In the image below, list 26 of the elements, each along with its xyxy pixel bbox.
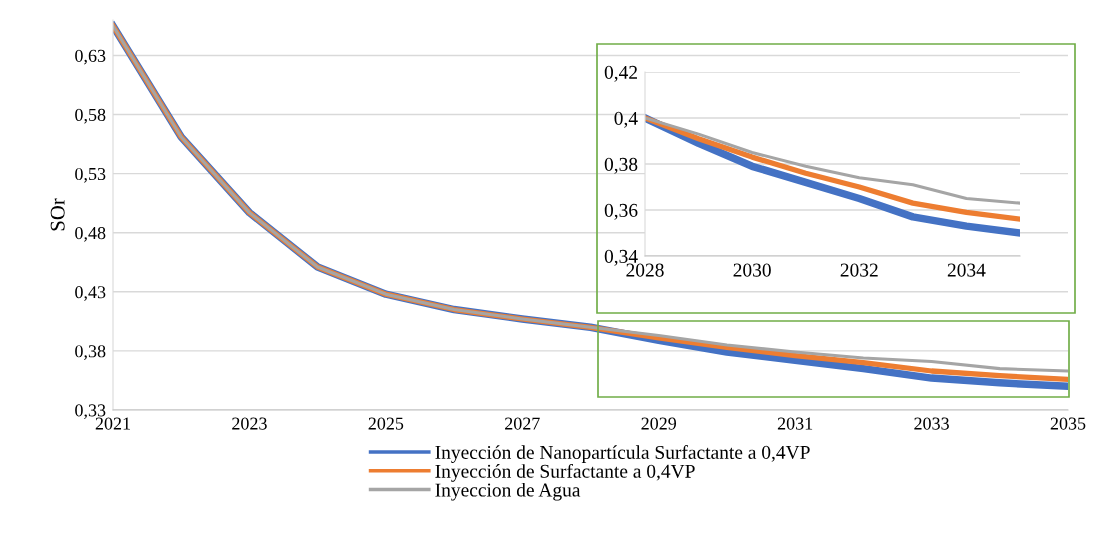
y-tick-label: 0,43 xyxy=(75,286,106,301)
x-tick-label: 2023 xyxy=(232,417,267,430)
legend-label: Inyección de Surfactante a 0,4VP xyxy=(435,463,695,482)
x-tick-label: 2027 xyxy=(505,417,540,430)
y-tick-label: 0,58 xyxy=(75,108,106,124)
y-axis-title: SOr xyxy=(50,198,65,231)
y-tick-label: 0,42 xyxy=(604,65,637,82)
x-tick-label: 2033 xyxy=(914,417,949,430)
y-tick-label: 0,53 xyxy=(75,167,106,183)
legend-label: Inyección de Nanopartícula Surfactante a 0,4VP xyxy=(435,445,810,463)
x-tick-label: 2035 xyxy=(1050,417,1086,430)
y-tick-label: 0,38 xyxy=(604,157,638,174)
y-tick-label: 0,63 xyxy=(75,49,106,65)
x-tick-label: 2029 xyxy=(641,417,677,430)
x-tick-label: 2025 xyxy=(368,417,404,430)
x-tick-label: 2030 xyxy=(733,263,771,277)
x-tick-label: 2032 xyxy=(840,263,878,277)
legend-label: Inyeccion de Agua xyxy=(435,482,581,501)
y-tick-label: 0,36 xyxy=(604,203,638,220)
x-tick-label: 2031 xyxy=(777,417,813,430)
y-tick-label: 0,38 xyxy=(75,345,106,360)
x-tick-label: 2021 xyxy=(95,417,130,430)
x-tick-label: 2034 xyxy=(947,263,986,277)
y-tick-label: 0,48 xyxy=(75,226,106,242)
y-tick-label: 0,33 xyxy=(75,404,106,420)
y-tick-label: 0,4 xyxy=(614,111,638,128)
